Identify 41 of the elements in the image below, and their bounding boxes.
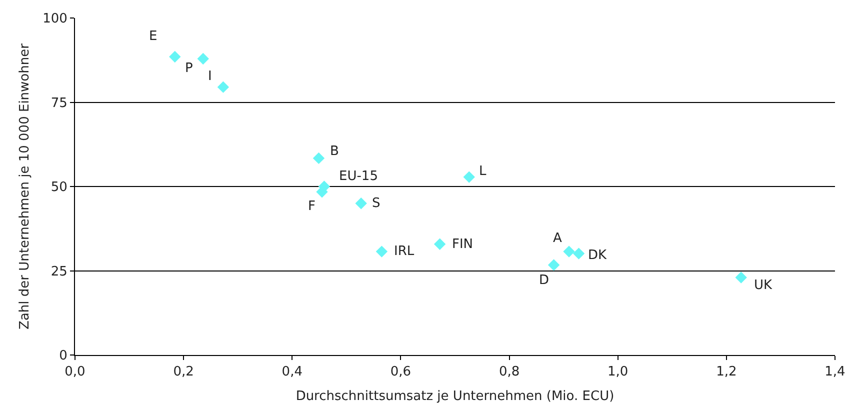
x-tick-label: 0,6 [390, 364, 412, 380]
point [735, 272, 747, 284]
x-tick-label: 1,4 [824, 364, 846, 380]
x-tick-label: 0,0 [64, 364, 86, 380]
x-tick-label: 0,8 [498, 364, 520, 380]
y-tick-label: 75 [50, 96, 68, 111]
x-tick-label: 1,0 [608, 364, 628, 380]
annotation: L [479, 164, 487, 179]
y-axis-title: Zahl der Unternehmen je 10 000 Einwohner [18, 42, 33, 330]
annotation: B [330, 144, 339, 159]
point [434, 238, 446, 250]
point [312, 152, 325, 164]
point [463, 171, 475, 183]
annotation: UK [754, 278, 773, 293]
point [197, 52, 209, 65]
annotation: DK [588, 248, 608, 263]
point [169, 50, 181, 63]
annotation: FIN [452, 237, 474, 252]
point [376, 246, 388, 258]
x-tick-label: 0,4 [282, 364, 302, 380]
annotation: E [149, 29, 158, 44]
point [572, 248, 585, 260]
annotation: I [208, 69, 212, 84]
x-tick-label: 0,2 [173, 364, 194, 380]
point [355, 198, 367, 210]
annotation: A [553, 231, 562, 246]
annotation: F [308, 199, 316, 214]
y-tick-label: 0 [59, 348, 68, 364]
x-tick-label: 1,2 [716, 364, 737, 380]
y-tick-label: 25 [50, 264, 68, 280]
annotation: P [185, 61, 193, 76]
y-tick-label: 50 [50, 180, 68, 196]
x-axis-title: Durchschnittsumsatz je Unternehmen (Mio. ECU) [296, 389, 614, 404]
annotation: EU-15 [339, 169, 378, 184]
point [217, 81, 230, 93]
point [563, 246, 575, 258]
y-tick-label: 100 [42, 12, 68, 27]
annotation: S [372, 196, 380, 211]
annotation: IRL [394, 244, 415, 259]
annotation: D [539, 273, 550, 288]
point [548, 259, 560, 271]
